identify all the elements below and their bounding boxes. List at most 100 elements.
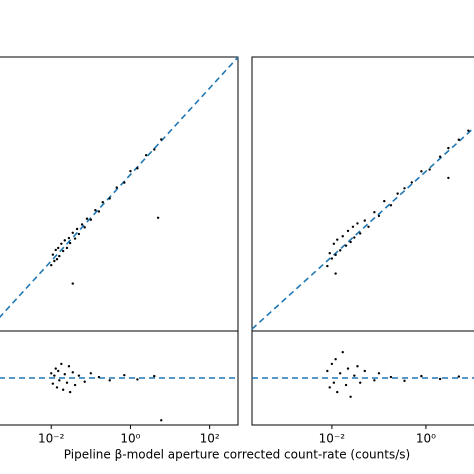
- point: [467, 129, 470, 132]
- point: [57, 246, 60, 250]
- point: [410, 181, 413, 184]
- point: [334, 272, 337, 275]
- point: [356, 365, 359, 368]
- point: [447, 176, 450, 180]
- point: [363, 369, 366, 373]
- point: [55, 386, 59, 389]
- reference-line: [0, 56, 239, 319]
- x-tick-label: 10⁰: [416, 432, 436, 446]
- point: [359, 232, 362, 235]
- point: [438, 155, 442, 158]
- point: [377, 214, 381, 218]
- point: [71, 282, 74, 285]
- point: [334, 358, 337, 361]
- point: [389, 375, 393, 379]
- point: [77, 374, 81, 377]
- point: [65, 381, 69, 384]
- point: [428, 168, 431, 171]
- point: [341, 235, 344, 238]
- point: [377, 372, 381, 375]
- point: [346, 367, 350, 370]
- point: [97, 210, 101, 213]
- point: [153, 148, 156, 151]
- point: [438, 377, 442, 381]
- point: [53, 259, 56, 263]
- point: [58, 379, 61, 382]
- point: [123, 181, 126, 184]
- point: [123, 373, 126, 377]
- point: [51, 253, 55, 256]
- point: [457, 375, 461, 378]
- point: [144, 154, 148, 157]
- point: [65, 246, 69, 250]
- point: [51, 382, 55, 385]
- point: [61, 249, 65, 253]
- point: [336, 390, 339, 394]
- point: [94, 208, 97, 212]
- point: [75, 227, 79, 231]
- x-tick-label: 10⁰: [120, 432, 140, 446]
- x-tick-label: 10²: [200, 432, 220, 446]
- point: [338, 249, 342, 252]
- point: [50, 372, 53, 375]
- point: [353, 236, 356, 239]
- point: [83, 226, 86, 229]
- point: [108, 197, 111, 200]
- point: [160, 419, 163, 422]
- point: [356, 222, 359, 225]
- point: [353, 374, 356, 377]
- point: [54, 367, 57, 370]
- point: [89, 372, 93, 375]
- point: [346, 229, 350, 233]
- point: [71, 371, 74, 374]
- point: [344, 383, 348, 387]
- point: [80, 223, 84, 226]
- point: [336, 238, 339, 241]
- point: [63, 239, 66, 242]
- point: [359, 381, 362, 384]
- point: [326, 369, 329, 373]
- point: [73, 383, 77, 387]
- x-tick-label: 10⁻²: [38, 432, 65, 446]
- point: [396, 192, 399, 195]
- axes-frame: [0, 56, 239, 332]
- reference-line: [251, 126, 474, 330]
- point: [338, 372, 342, 375]
- point: [101, 200, 104, 204]
- point: [332, 381, 336, 384]
- point: [77, 232, 81, 236]
- point: [54, 248, 57, 252]
- point: [129, 169, 132, 173]
- axes-frame: [0, 330, 239, 426]
- point: [85, 217, 89, 220]
- point: [332, 242, 336, 245]
- point: [153, 374, 156, 378]
- point: [344, 244, 348, 247]
- point: [383, 199, 386, 203]
- point: [60, 242, 63, 245]
- point: [89, 218, 93, 221]
- point: [63, 373, 66, 376]
- point: [349, 395, 352, 398]
- point: [136, 167, 139, 170]
- point: [60, 362, 63, 366]
- point: [420, 374, 423, 378]
- point: [83, 380, 86, 383]
- point: [403, 187, 406, 190]
- point: [67, 236, 71, 240]
- point: [330, 257, 334, 260]
- point: [420, 170, 423, 173]
- point: [68, 241, 72, 245]
- point: [447, 146, 450, 150]
- point: [108, 379, 111, 382]
- point: [326, 264, 329, 268]
- point: [115, 186, 118, 189]
- x-axis-label: Pipeline β-model aperture corrected coun…: [64, 448, 410, 462]
- point: [457, 138, 461, 141]
- point: [328, 252, 331, 255]
- point: [71, 231, 74, 234]
- point: [341, 350, 344, 354]
- point: [403, 379, 406, 383]
- point: [55, 258, 59, 261]
